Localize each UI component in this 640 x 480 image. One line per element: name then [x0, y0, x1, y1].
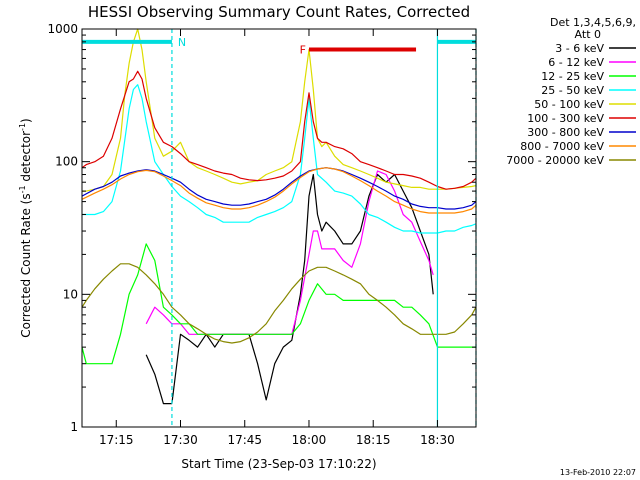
- legend-label-1: 6 - 12 keV: [548, 56, 604, 69]
- series-layer: [81, 28, 477, 405]
- y-axis-label-main: Corrected Count Rate (s: [19, 193, 33, 337]
- tick-layer: 17:15 17:30 17:45 18:00 18:15 18:30 1 10 100 1000: [47, 22, 476, 447]
- legend-label-3: 25 - 50 keV: [541, 84, 604, 97]
- x-tick-label-4: 18:15: [356, 433, 391, 447]
- x-tick-label-3: 18:00: [292, 433, 327, 447]
- legend-header-line-2: Att 0: [575, 28, 601, 41]
- y-tick-label-3: 1000: [47, 22, 78, 36]
- plot-frame: [81, 28, 477, 428]
- y-tick-label-2: 100: [55, 155, 78, 169]
- series-line-3: [82, 84, 477, 234]
- series-line-5: [81, 70, 477, 190]
- y-tick-label-0: 1: [70, 420, 78, 434]
- legend-label-8: 7000 - 20000 keV: [506, 154, 604, 167]
- y-axis-label-exp: -1: [18, 185, 27, 193]
- annotation-letter-0: N: [178, 36, 186, 49]
- y-axis-label: Corrected Count Rate (s-1 detector-1): [18, 118, 33, 337]
- x-tick-label-0: 17:15: [99, 433, 134, 447]
- y-axis-label-tail: detector: [19, 131, 33, 186]
- series-line-4: [82, 28, 477, 192]
- chart-title: HESSI Observing Summary Count Rates, Cor…: [88, 3, 470, 21]
- x-tick-label-5: 18:30: [420, 433, 455, 447]
- legend-label-6: 300 - 800 keV: [527, 126, 604, 139]
- x-tick-label-1: 17:30: [163, 433, 198, 447]
- y-axis-label-close: ): [19, 118, 33, 123]
- legend-label-4: 50 - 100 keV: [534, 98, 604, 111]
- series-line-8: [81, 263, 477, 344]
- series-line-7: [81, 167, 477, 214]
- date-stamp: 13-Feb-2010 22:07: [560, 468, 636, 477]
- x-axis-label: Start Time (23-Sep-03 17:10:22): [181, 457, 376, 471]
- y-axis-label-exp2: -1: [18, 123, 27, 131]
- y-tick-label-1: 10: [63, 287, 78, 301]
- legend-label-7: 800 - 7000 keV: [520, 140, 604, 153]
- x-tick-label-2: 17:45: [227, 433, 262, 447]
- annotation-letter-1: F: [300, 44, 306, 57]
- series-line-6: [81, 167, 477, 210]
- legend-label-5: 100 - 300 keV: [527, 112, 604, 125]
- legend-label-0: 3 - 6 keV: [555, 42, 604, 55]
- legend-label-2: 12 - 25 keV: [541, 70, 604, 83]
- legend-header-line-1: Det 1,3,4,5,6,9,: [550, 16, 636, 29]
- series-line-2: [81, 243, 476, 365]
- series-line-1: [145, 170, 434, 335]
